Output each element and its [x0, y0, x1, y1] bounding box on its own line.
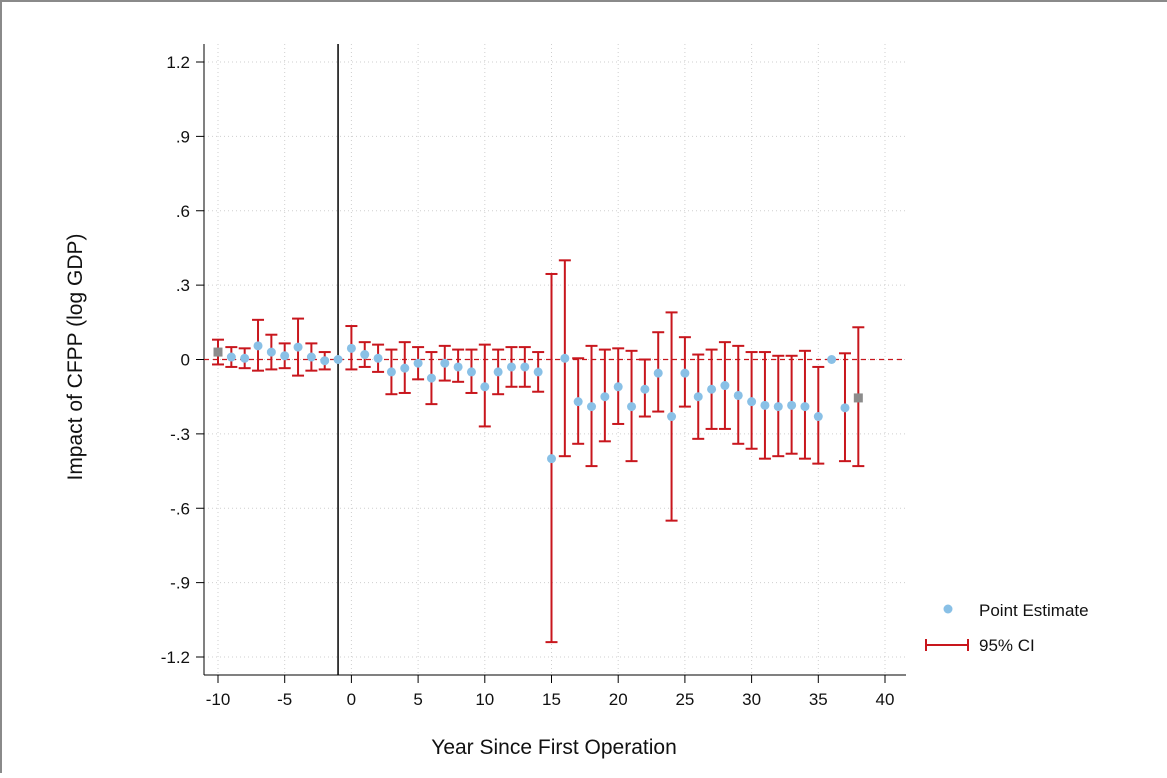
y-tick-label-2: .6 — [176, 202, 190, 221]
legend-point-estimate-marker — [943, 604, 953, 614]
point-estimate-47 — [840, 403, 850, 413]
point-estimate-15 — [413, 358, 423, 368]
point-estimate-17 — [440, 358, 450, 368]
x-tick-label-9: 35 — [809, 690, 828, 709]
x-axis-label: Year Since First Operation — [431, 736, 677, 759]
y-tick-label-4: 0 — [181, 351, 190, 370]
point-estimate-5 — [280, 351, 290, 361]
x-tick-label-1: -5 — [277, 690, 292, 709]
legend: Point Estimate 95% CI — [925, 601, 1089, 655]
point-estimate-4 — [266, 347, 276, 357]
point-estimate-20 — [480, 382, 490, 392]
x-tick-label-6: 20 — [609, 690, 628, 709]
point-estimate-29 — [600, 392, 610, 402]
x-tick-label-8: 30 — [742, 690, 761, 709]
x-tick-label-5: 15 — [542, 690, 561, 709]
point-estimate-39 — [733, 390, 743, 400]
y-tick-label-1: .9 — [176, 127, 190, 146]
point-estimate-35 — [680, 368, 690, 378]
legend-point-estimate-label: Point Estimate — [979, 601, 1089, 620]
y-tick-label-8: -1.2 — [161, 648, 190, 667]
point-estimate-3 — [253, 341, 263, 351]
point-estimate-22 — [506, 362, 516, 372]
y-tick-label-0: 1.2 — [166, 53, 190, 72]
point-estimate-27 — [573, 397, 583, 407]
point-estimate-16 — [426, 373, 436, 383]
point-estimate-2 — [240, 353, 250, 363]
point-estimate-10 — [346, 343, 356, 353]
point-estimate-7 — [306, 352, 316, 362]
point-estimate-24 — [533, 367, 543, 377]
point-estimate-21 — [493, 367, 503, 377]
point-estimate-32 — [640, 384, 650, 394]
x-tick-label-0: -10 — [206, 690, 231, 709]
point-estimate-40 — [747, 397, 757, 407]
point-estimate-46 — [827, 355, 837, 364]
point-estimate-26 — [560, 353, 570, 363]
y-axis-label: Impact of CFPP (log GDP) — [64, 233, 87, 480]
point-estimate-25 — [547, 454, 556, 464]
point-estimate-34 — [667, 412, 677, 422]
point-estimate-30 — [613, 382, 623, 392]
point-estimate-23 — [520, 362, 530, 372]
point-estimate-31 — [627, 402, 637, 412]
x-tick-label-7: 25 — [675, 690, 694, 709]
point-estimate-19 — [466, 367, 476, 377]
x-tick-label-2: 0 — [347, 690, 356, 709]
ci-bars — [212, 259, 865, 644]
point-estimate-45 — [813, 412, 823, 422]
point-estimate-9 — [333, 355, 343, 364]
point-estimate-43 — [787, 400, 797, 410]
point-estimate-18 — [453, 362, 463, 372]
point-estimate-12 — [373, 353, 383, 363]
tick-labels: -10 -5 0 5 10 15 20 25 30 35 40 1.2 .9 .6 .3 0 -.3 -.6 -.9… — [161, 53, 895, 709]
y-tick-label-7: -.9 — [170, 574, 190, 593]
point-estimate-28 — [587, 402, 597, 412]
point-estimate-33 — [653, 368, 663, 378]
point-estimate-6 — [293, 342, 303, 352]
point-estimate-11 — [360, 350, 370, 360]
point-estimate-36 — [693, 392, 703, 402]
point-estimate-44 — [800, 402, 810, 412]
point-estimate-38 — [720, 381, 730, 391]
y-tick-label-6: -.6 — [170, 499, 190, 518]
point-estimate-14 — [400, 363, 410, 373]
legend-ci-label: 95% CI — [979, 636, 1035, 655]
point-estimate-13 — [386, 367, 396, 377]
x-tick-label-4: 10 — [475, 690, 494, 709]
point-estimate-8 — [320, 356, 330, 366]
point-estimate-37 — [707, 384, 717, 394]
point-estimate-41 — [760, 400, 770, 410]
point-estimate-1 — [226, 352, 236, 362]
y-tick-label-5: -.3 — [170, 425, 190, 444]
axes — [196, 44, 906, 683]
point-estimates — [213, 341, 863, 464]
x-tick-label-3: 5 — [413, 690, 422, 709]
point-estimate-48 — [853, 393, 863, 403]
point-estimate-42 — [773, 402, 783, 412]
y-tick-label-3: .3 — [176, 276, 190, 295]
point-estimate-0 — [213, 347, 223, 357]
x-tick-label-10: 40 — [876, 690, 895, 709]
